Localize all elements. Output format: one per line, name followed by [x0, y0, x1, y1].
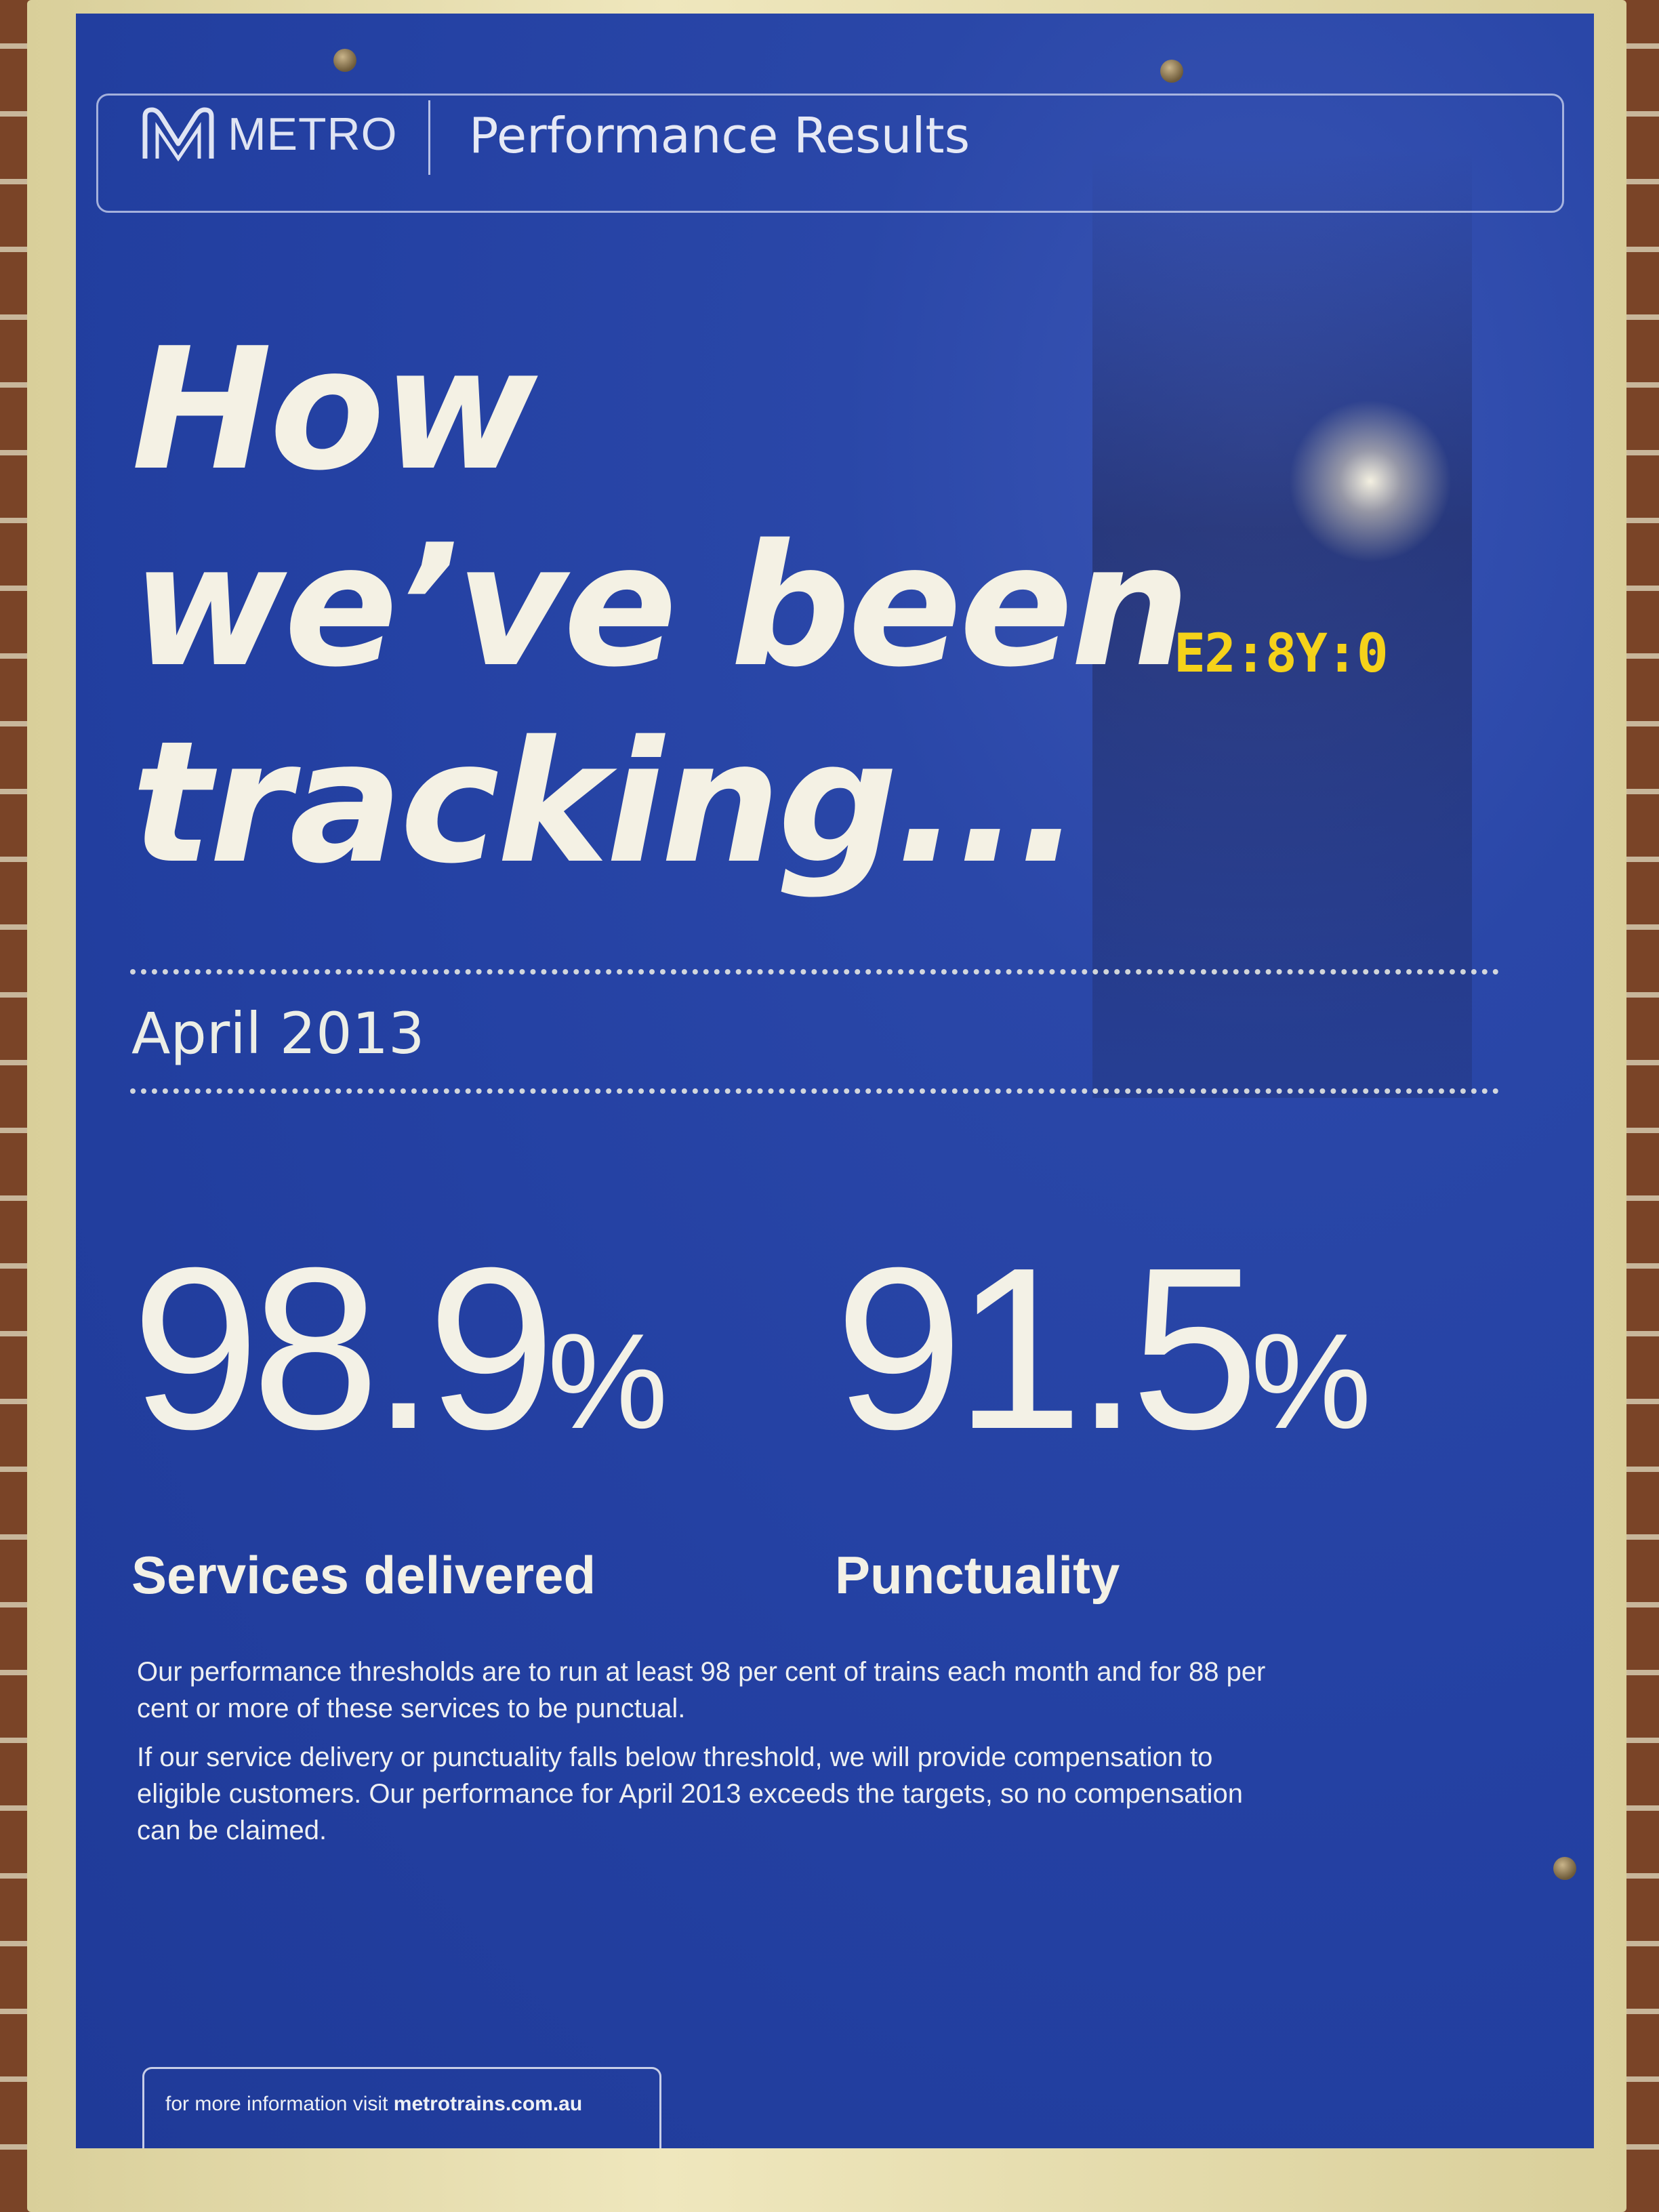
screw-icon — [333, 49, 356, 72]
screw-icon — [1160, 60, 1183, 83]
stat-number: 98.9 — [131, 1220, 556, 1477]
period-label: April 2013 — [131, 1000, 425, 1067]
stat-label: Punctuality — [835, 1545, 1120, 1605]
metro-m-icon — [142, 107, 214, 161]
stat-services-delivered: 98.9% Services delivered — [131, 1233, 668, 1606]
metro-logo: METRO — [141, 100, 398, 168]
headline-line-1: How — [131, 312, 537, 508]
paragraph-thresholds: Our performance thresholds are to run at… — [137, 1657, 1266, 1723]
window-reflection — [1092, 149, 1472, 1098]
brand-name: METRO — [228, 108, 398, 160]
stat-number: 91.5 — [835, 1220, 1259, 1477]
stat-punctuality: 91.5% Punctuality — [835, 1233, 1372, 1606]
headline-line-2: we’ve been — [131, 509, 1190, 704]
dotted-divider-top — [130, 969, 1499, 975]
headline-line-3: tracking... — [131, 705, 1082, 901]
stat-value: 91.5% — [835, 1233, 1372, 1497]
reflected-clock-display: E2:8Y:0 — [1174, 623, 1389, 684]
stat-unit: % — [1250, 1306, 1372, 1457]
screw-icon — [1553, 1857, 1576, 1880]
stat-label: Services delivered — [131, 1545, 596, 1605]
footer-prefix: for more information visit — [165, 2093, 388, 2115]
headline: How we’ve been tracking... — [131, 312, 1190, 901]
light-glare — [1282, 393, 1458, 569]
header-title: Performance Results — [469, 107, 970, 164]
header-bar — [96, 94, 1564, 213]
footer-box — [142, 2067, 661, 2148]
threshold-explanation: Our performance thresholds are to run at… — [137, 1654, 1289, 1861]
footer-info: for more information visit metrotrains.c… — [165, 2093, 582, 2116]
paragraph-compensation: If our service delivery or punctuality f… — [137, 1742, 1243, 1845]
footer-url: metrotrains.com.au — [393, 2093, 583, 2115]
stat-unit: % — [547, 1306, 668, 1457]
poster: METRO Performance Results How we’ve been… — [76, 14, 1594, 2148]
stat-value: 98.9% — [131, 1233, 668, 1497]
header-divider — [428, 100, 430, 175]
dotted-divider-bottom — [130, 1088, 1499, 1094]
